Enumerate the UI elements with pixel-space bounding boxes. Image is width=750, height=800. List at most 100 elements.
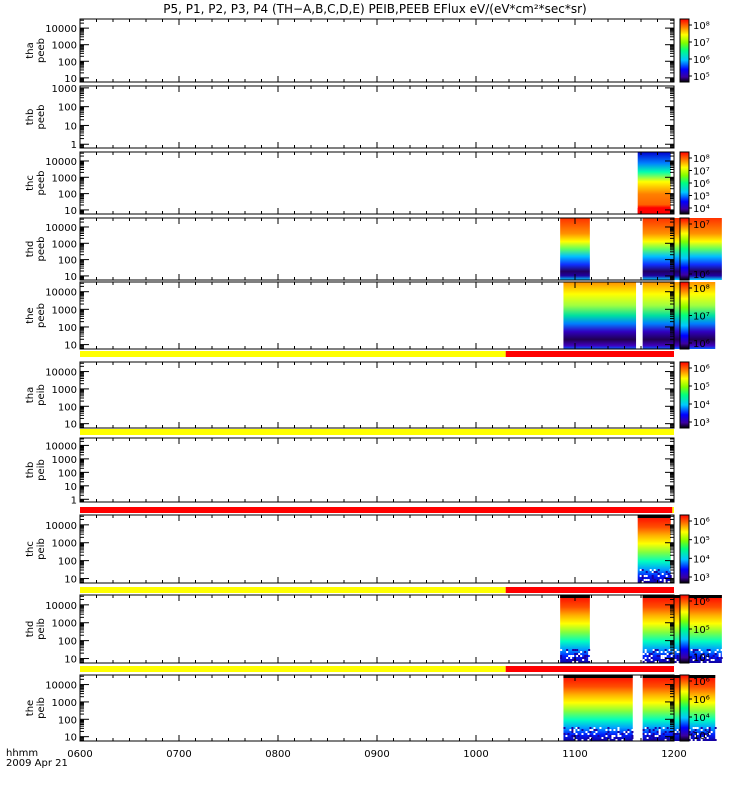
noise-pixel (645, 571, 648, 573)
noise-pixel (588, 661, 591, 663)
noise-pixel (714, 653, 717, 655)
noise-pixel (654, 661, 657, 663)
noise-pixel (656, 735, 659, 737)
colorbar-frame (679, 18, 690, 83)
noise-pixel (706, 659, 709, 661)
noise-pixel (650, 653, 653, 655)
noise-pixel (657, 569, 660, 571)
y-label-probe: thb (25, 109, 36, 126)
noise-pixel (712, 655, 715, 657)
y-axis-label: thbpeib (25, 459, 47, 481)
noise-pixel (589, 735, 592, 737)
noise-pixel (676, 655, 679, 657)
noise-pixel (702, 655, 705, 657)
noise-pixel (694, 735, 697, 737)
y-tick-label: 10000 (45, 521, 77, 532)
y-tick-label: 10000 (45, 223, 77, 234)
noise-pixel (667, 573, 670, 575)
colorbar-label: 10⁴ (693, 204, 710, 215)
y-axis-label: thcpeeb (25, 171, 47, 196)
noise-pixel (652, 737, 655, 739)
mode-bar-segment (80, 351, 506, 357)
colorbar (680, 282, 689, 349)
noise-pixel (642, 729, 645, 731)
noise-pixel (571, 729, 574, 731)
noise-pixel (674, 649, 677, 651)
colorbar-label: 10⁷ (693, 312, 710, 323)
noise-pixel (652, 739, 655, 741)
mode-bar-segment (505, 587, 674, 593)
noise-pixel (577, 735, 580, 737)
noise-pixel (704, 729, 707, 731)
y-tick-label: 1000 (52, 173, 77, 184)
noise-pixel (607, 731, 610, 733)
noise-pixel (702, 659, 705, 661)
noise-pixel (668, 649, 671, 651)
panel-thc-peib: 10000 1000 100 10 thcpeib 10⁶ 10⁵ 10⁴ 10³ (25, 514, 710, 586)
noise-pixel (674, 731, 677, 733)
x-tick-label: 0800 (265, 749, 290, 760)
noise-pixel (665, 575, 668, 577)
colorbar-label: 10⁵ (693, 536, 710, 547)
colorbar-label: 10⁸ (693, 154, 710, 165)
noise-pixel (666, 739, 669, 741)
noise-pixel (674, 733, 677, 735)
noise-pixel (646, 727, 649, 729)
noise-pixel (587, 739, 590, 741)
noise-pixel (696, 733, 699, 735)
y-label-instrument: peib (36, 618, 47, 640)
noise-pixel (662, 659, 665, 661)
noise-pixel (720, 649, 723, 651)
noise-pixel (617, 735, 620, 737)
noise-pixel (670, 731, 673, 733)
noise-pixel (646, 653, 649, 655)
noise-pixel (625, 731, 628, 733)
noise-pixel (588, 653, 591, 655)
noise-pixel (708, 729, 711, 731)
noise-pixel (587, 737, 590, 739)
noise-pixel (639, 569, 642, 571)
y-tick-label: 10000 (45, 24, 77, 35)
noise-pixel (611, 735, 614, 737)
noise-pixel (718, 661, 721, 663)
noise-pixel (617, 729, 620, 731)
noise-pixel (650, 735, 653, 737)
noise-pixel (704, 733, 707, 735)
noise-pixel (588, 659, 591, 661)
noise-pixel (676, 659, 679, 661)
saturation-band (637, 208, 671, 214)
noise-pixel (599, 739, 602, 741)
colorbar-label: 10⁶ (693, 677, 710, 688)
noise-pixel (688, 737, 691, 739)
noise-pixel (652, 729, 655, 731)
noise-pixel (676, 733, 679, 735)
noise-pixel (710, 657, 713, 659)
colorbar (680, 19, 689, 82)
noise-pixel (664, 739, 667, 741)
panel-frame (79, 18, 675, 83)
spectrogram-block (563, 282, 637, 349)
noise-pixel (706, 737, 709, 739)
y-label-probe: the (25, 307, 36, 323)
noise-pixel (625, 733, 628, 735)
colorbar-frame (679, 361, 690, 429)
noise-pixel (706, 661, 709, 663)
noise-pixel (642, 733, 645, 735)
noise-pixel (576, 653, 579, 655)
noise-pixel (623, 731, 626, 733)
noise-pixel (708, 733, 711, 735)
noise-pixel (658, 735, 661, 737)
plot-title: P5, P1, P2, P3, P4 (TH−A,B,C,D,E) PEIB,P… (163, 2, 586, 16)
noise-pixel (690, 733, 693, 735)
noise-pixel (566, 651, 569, 653)
y-axis-label: thepeib (25, 697, 47, 719)
noise-pixel (578, 655, 581, 657)
noise-pixel (563, 727, 566, 729)
noise-pixel (712, 659, 715, 661)
y-label-probe: tha (25, 387, 36, 403)
noise-pixel (654, 739, 657, 741)
y-tick-label: 100 (58, 715, 77, 726)
noise-pixel (650, 655, 653, 657)
noise-pixel (597, 735, 600, 737)
